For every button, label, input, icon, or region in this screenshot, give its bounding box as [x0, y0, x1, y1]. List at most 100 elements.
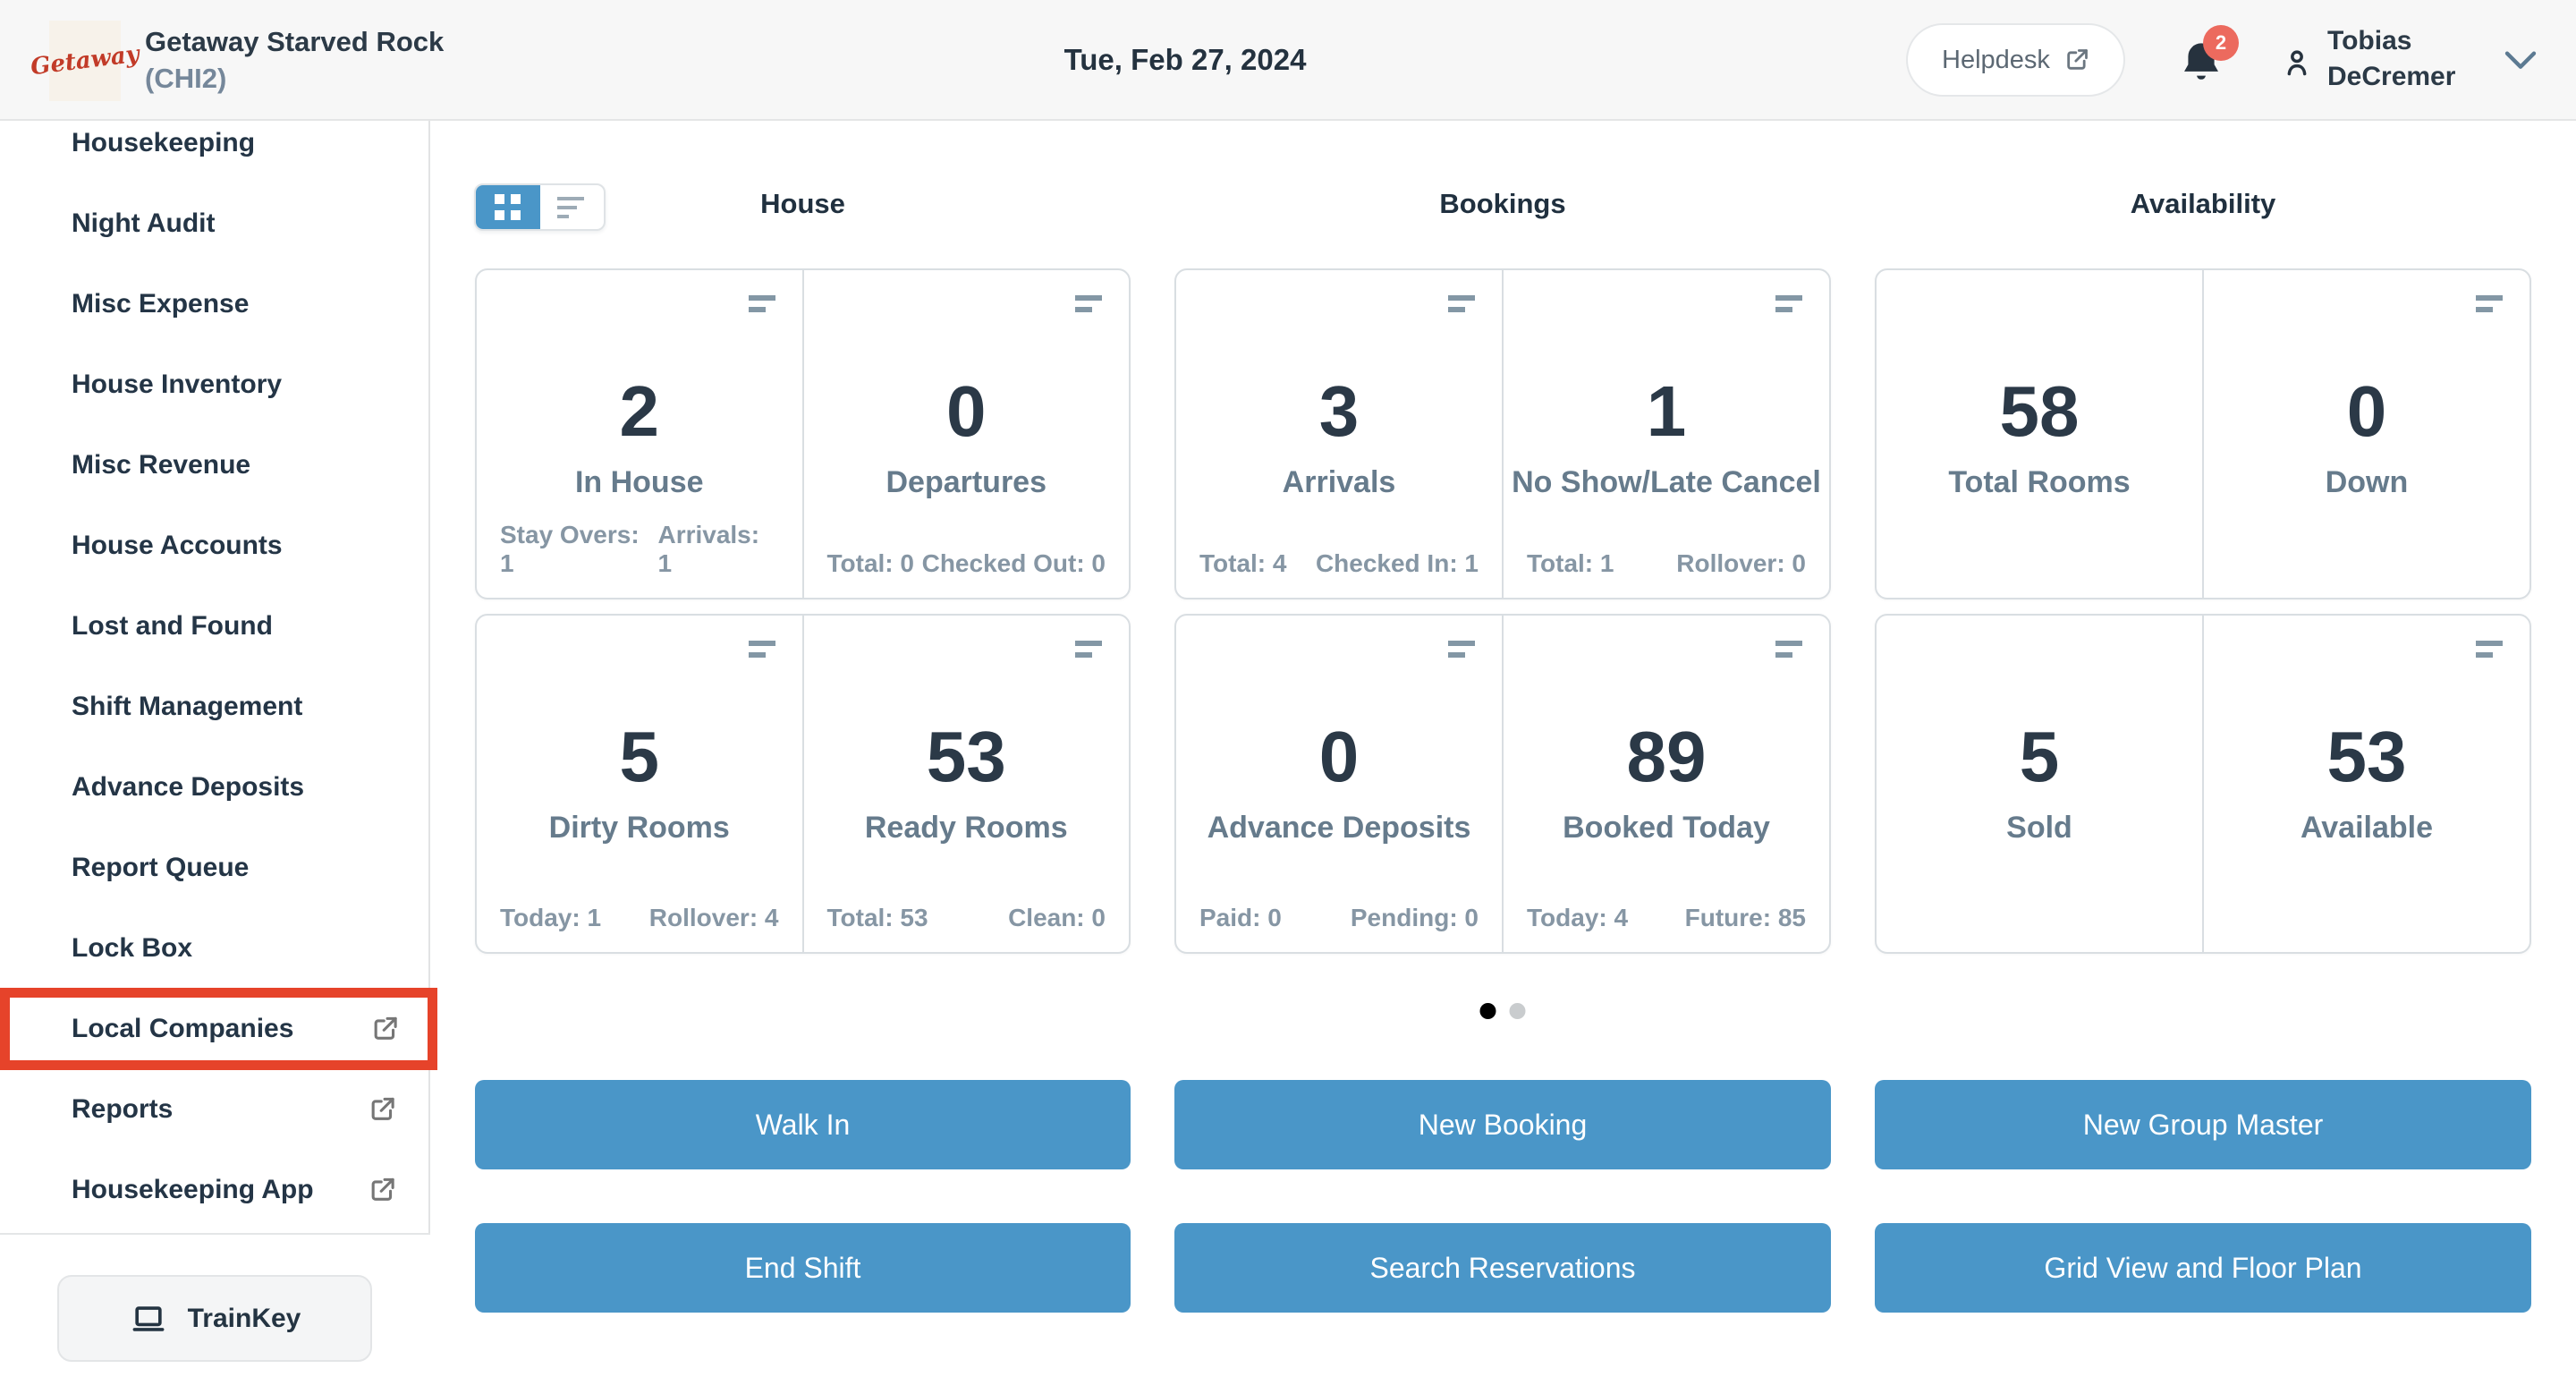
- helpdesk-label: Helpdesk: [1942, 45, 2050, 74]
- sidebar-item-label: Advance Deposits: [72, 772, 305, 802]
- new-booking-button[interactable]: New Booking: [1174, 1080, 1831, 1169]
- stat-footer: Total: 53 Clean: 0: [827, 904, 1106, 932]
- stat-value: 0: [1318, 717, 1360, 796]
- stat-footer: Total: 4 Checked In: 1: [1199, 549, 1479, 578]
- sidebar-item-housekeeping-app[interactable]: Housekeeping App: [0, 1150, 428, 1230]
- sidebar-item-label: Reports: [72, 1094, 174, 1124]
- stat-label: Departures: [886, 465, 1046, 499]
- stat-value: 2: [619, 371, 660, 451]
- stat-footer-right: Future: 85: [1684, 904, 1806, 931]
- sidebar-item-house-inventory[interactable]: House Inventory: [0, 344, 428, 425]
- stat-value: 53: [926, 717, 1006, 796]
- stat-value: 5: [619, 717, 660, 796]
- helpdesk-button[interactable]: Helpdesk: [1906, 23, 2125, 97]
- grid-view-toggle[interactable]: [476, 185, 540, 229]
- stat-footer-right: Checked Out: 0: [921, 549, 1106, 577]
- sidebar-item-label: Housekeeping: [72, 128, 256, 157]
- stat-footer-left: Total: 0: [826, 549, 914, 577]
- sidebar-item-report-queue[interactable]: Report Queue: [0, 828, 428, 908]
- sidebar-item-shift-management[interactable]: Shift Management: [0, 667, 428, 747]
- stat-cell-down: 0 Down: [2202, 270, 2529, 598]
- sidebar-item-house-accounts[interactable]: House Accounts: [0, 506, 428, 586]
- stat-footer-left: Total: 53: [826, 904, 928, 931]
- stat-label: In House: [574, 465, 704, 499]
- stat-label: Arrivals: [1282, 465, 1396, 499]
- sidebar-item-lock-box[interactable]: Lock Box: [0, 908, 428, 989]
- main-content: House 2 In House Stay Overs: 1 Arrivals: 1 0 D…: [430, 121, 2576, 1394]
- stat-cell-booked-today: 89 Booked Today Today: 4 Future: 85: [1502, 616, 1829, 952]
- external-link-icon: [369, 1177, 396, 1204]
- sidebar-item-label: Misc Expense: [72, 289, 250, 319]
- cell-filter-icon[interactable]: [1448, 641, 1475, 658]
- stat-footer-right: Pending: 0: [1350, 904, 1479, 931]
- stat-label: Ready Rooms: [864, 811, 1068, 845]
- stat-label: Dirty Rooms: [548, 811, 730, 845]
- walk-in-button[interactable]: Walk In: [475, 1080, 1131, 1169]
- sidebar-item-housekeeping[interactable]: Housekeeping: [0, 103, 428, 183]
- stat-label: Booked Today: [1563, 811, 1770, 845]
- sidebar-item-misc-expense[interactable]: Misc Expense: [0, 264, 428, 344]
- cell-filter-icon[interactable]: [1075, 641, 1102, 658]
- sidebar-item-reports[interactable]: Reports: [0, 1069, 428, 1150]
- grid-view-and-floor-plan-button[interactable]: Grid View and Floor Plan: [1875, 1223, 2531, 1313]
- stat-cell-in-house: 2 In House Stay Overs: 1 Arrivals: 1: [477, 270, 802, 598]
- sidebar-item-lost-and-found[interactable]: Lost and Found: [0, 586, 428, 667]
- cell-filter-icon[interactable]: [1775, 641, 1802, 658]
- notifications-button[interactable]: 2: [2176, 25, 2239, 100]
- stat-cell-total-rooms: 58 Total Rooms: [1877, 270, 2202, 598]
- stat-value: 0: [946, 371, 987, 451]
- cell-filter-icon[interactable]: [1075, 295, 1102, 312]
- cell-filter-icon[interactable]: [2476, 641, 2503, 658]
- stat-value: 5: [2019, 717, 2060, 796]
- stat-footer-left: Today: 1: [500, 904, 602, 931]
- top-header: Getaway Getaway Starved Rock (CHI2) Tue,…: [0, 0, 2576, 121]
- sidebar-item-misc-revenue[interactable]: Misc Revenue: [0, 425, 428, 506]
- carousel-dot-1[interactable]: [1479, 1003, 1496, 1019]
- sidebar-item-label: Shift Management: [72, 692, 303, 721]
- trainkey-button[interactable]: TrainKey: [57, 1275, 372, 1362]
- stat-card: 3 Arrivals Total: 4 Checked In: 1 1 No Show/L…: [1174, 268, 1831, 599]
- new-group-master-button[interactable]: New Group Master: [1875, 1080, 2531, 1169]
- user-icon: [2279, 45, 2315, 81]
- end-shift-button[interactable]: End Shift: [475, 1223, 1131, 1313]
- view-toggle: [474, 183, 606, 231]
- stat-card: 5 Dirty Rooms Today: 1 Rollover: 4 53 Ready R…: [475, 614, 1131, 954]
- sidebar-item-local-companies[interactable]: Local Companies: [0, 988, 437, 1070]
- stat-cell-available: 53 Available: [2202, 616, 2529, 952]
- cell-filter-icon[interactable]: [2476, 295, 2503, 312]
- stat-footer-right: Clean: 0: [1008, 904, 1106, 931]
- chevron-down-icon: [2503, 47, 2538, 75]
- sidebar-item-advance-deposits[interactable]: Advance Deposits: [0, 747, 428, 828]
- user-name: Tobias DeCremer: [2327, 26, 2456, 91]
- stat-label: Down: [2325, 465, 2409, 499]
- stat-footer-right: Rollover: 4: [648, 904, 779, 931]
- stat-footer: Total: 0 Checked Out: 0: [827, 549, 1106, 578]
- stat-value: 58: [1999, 371, 2080, 451]
- stat-card: 2 In House Stay Overs: 1 Arrivals: 1 0 Depart…: [475, 268, 1131, 599]
- cell-filter-icon[interactable]: [1448, 295, 1475, 312]
- sidebar-item-label: Night Audit: [72, 208, 216, 238]
- cell-filter-icon[interactable]: [748, 641, 775, 658]
- sidebar-item-night-audit[interactable]: Night Audit: [0, 183, 428, 264]
- cell-filter-icon[interactable]: [748, 295, 775, 312]
- list-view-toggle[interactable]: [540, 185, 605, 229]
- property-title: Getaway Starved Rock (CHI2): [145, 23, 444, 97]
- section-title-house: House: [760, 188, 845, 219]
- stat-footer: Total: 1 Rollover: 0: [1527, 549, 1806, 578]
- stat-cell-dirty-rooms: 5 Dirty Rooms Today: 1 Rollover: 4: [477, 616, 802, 952]
- stat-footer-left: Paid: 0: [1199, 904, 1282, 931]
- cell-filter-icon[interactable]: [1775, 295, 1802, 312]
- carousel-dot-2[interactable]: [1509, 1003, 1526, 1019]
- stat-footer-left: Total: 1: [1527, 549, 1614, 577]
- stat-footer: Paid: 0 Pending: 0: [1199, 904, 1479, 932]
- search-reservations-button[interactable]: Search Reservations: [1174, 1223, 1831, 1313]
- laptop-icon: [129, 1299, 168, 1339]
- section-title-bookings: Bookings: [1439, 188, 1566, 219]
- stat-footer-left: Stay Overs: 1: [500, 521, 640, 577]
- stat-footer: Today: 1 Rollover: 4: [500, 904, 779, 932]
- grid-view-icon: [495, 194, 521, 220]
- user-menu[interactable]: Tobias DeCremer: [2279, 23, 2455, 95]
- external-link-icon: [369, 1096, 396, 1124]
- sidebar-item-label: Local Companies: [72, 1014, 294, 1043]
